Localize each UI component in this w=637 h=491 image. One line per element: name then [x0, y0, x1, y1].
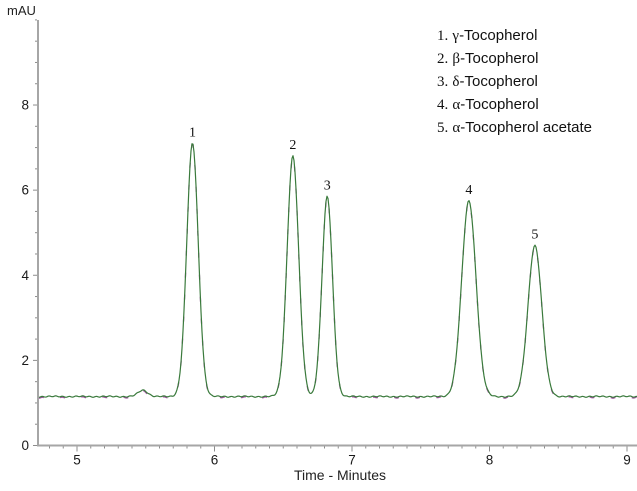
legend-greek-letter: α	[452, 97, 461, 113]
legend-item: 2. β-Tocopherol	[437, 47, 592, 70]
legend-greek-letter: δ	[452, 74, 460, 90]
legend-peak-number: 5.	[437, 120, 449, 136]
x-axis-title: Time - Minutes	[293, 467, 387, 483]
y-axis-unit-label: mAU	[7, 3, 36, 18]
legend-peak-number: 4.	[437, 97, 449, 113]
y-tick-label: 0	[21, 438, 29, 453]
peak-number-labels: 1 2 3 4 5	[189, 125, 538, 242]
x-tick-label: 6	[211, 453, 219, 468]
legend-compound-name: -Tocopherol	[459, 27, 538, 44]
peak-legend: 1. γ-Tocopherol 2. β-Tocopherol 3. δ-Toc…	[437, 24, 592, 139]
x-tick-label: 5	[73, 453, 81, 468]
axis-tick-labels: 0 2 4 6 8 5 6 7 8 9	[21, 98, 630, 468]
axis-ticks	[33, 19, 628, 452]
legend-item: 5. α-Tocopherol acetate	[437, 116, 592, 139]
x-tick-label: 7	[348, 453, 356, 468]
legend-compound-name: -Tocopherol	[460, 50, 539, 67]
legend-item: 4. α-Tocopherol	[437, 93, 592, 116]
axes	[37, 20, 637, 447]
x-tick-label: 9	[623, 453, 631, 468]
legend-item: 1. γ-Tocopherol	[437, 24, 592, 47]
trace-secondary-magenta	[38, 143, 637, 399]
peak-number-label: 4	[465, 183, 472, 198]
y-tick-label: 4	[21, 268, 29, 283]
y-tick-label: 2	[21, 353, 29, 368]
legend-compound-name: -Tocopherol acetate	[460, 119, 593, 136]
legend-greek-letter: α	[452, 120, 461, 136]
y-tick-label: 8	[21, 98, 29, 113]
y-tick-label: 6	[21, 183, 29, 198]
legend-compound-name: -Tocopherol	[460, 96, 539, 113]
legend-peak-number: 1.	[437, 28, 449, 44]
legend-peak-number: 2.	[437, 51, 449, 67]
legend-peak-number: 3.	[437, 74, 449, 90]
legend-greek-letter: γ	[452, 28, 460, 44]
peak-number-label: 2	[289, 138, 296, 153]
x-tick-label: 8	[486, 453, 494, 468]
legend-greek-letter: β	[452, 51, 461, 67]
peak-number-label: 5	[531, 227, 538, 242]
peak-number-label: 1	[189, 125, 196, 140]
legend-compound-name: -Tocopherol	[459, 73, 538, 90]
trace-primary-green	[38, 143, 637, 398]
legend-item: 3. δ-Tocopherol	[437, 70, 592, 93]
peak-number-label: 3	[324, 179, 331, 194]
